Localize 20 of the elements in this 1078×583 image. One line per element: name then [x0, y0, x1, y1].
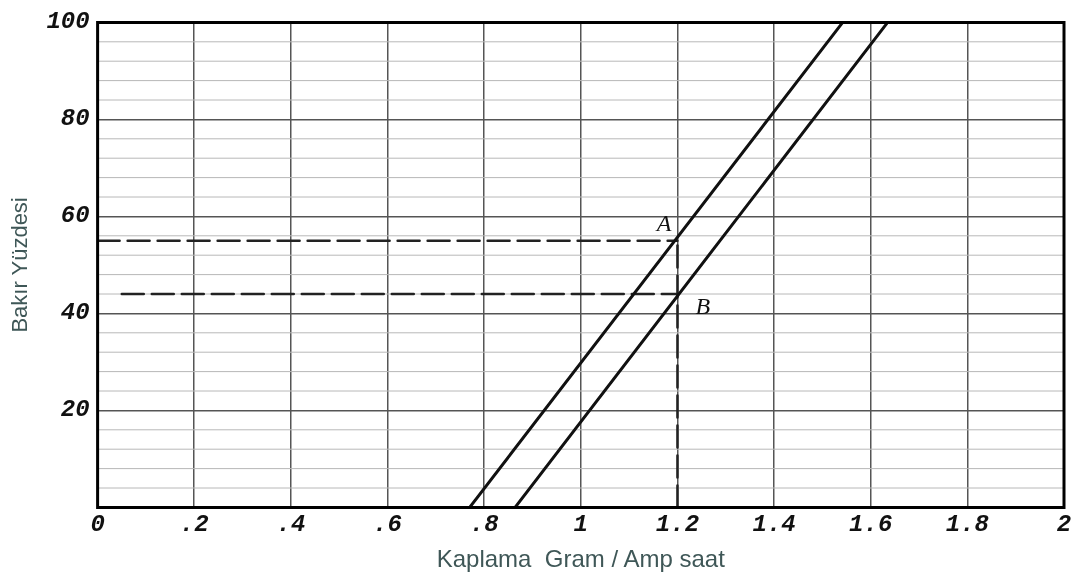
x-tick-label: 0 — [90, 510, 105, 538]
x-tick-label: .2 — [179, 510, 209, 538]
annotation: B — [695, 293, 711, 320]
y-tick-label: 80 — [60, 105, 90, 133]
x-tick-label: 1.4 — [752, 510, 796, 538]
y-tick-label: 100 — [46, 8, 90, 36]
x-tick-label: 2 — [1056, 510, 1072, 538]
x-tick-label: 1.6 — [849, 510, 893, 538]
x-tick-label: .6 — [373, 510, 402, 538]
x-tick-label: 1 — [573, 510, 589, 538]
x-tick-label: .8 — [469, 510, 499, 538]
x-axis-title: Kaplama Gram / Amp saat — [436, 545, 726, 573]
y-tick-label: 20 — [60, 396, 90, 424]
annotation: A — [654, 209, 672, 236]
y-axis-title: Bakır Yüzdesi — [7, 197, 33, 333]
y-tick-label: 40 — [60, 299, 90, 327]
x-tick-label: 1.8 — [945, 510, 989, 538]
x-tick-label: .4 — [276, 510, 306, 538]
y-tick-label: 60 — [60, 202, 90, 230]
x-tick-label: 1.2 — [655, 510, 700, 538]
